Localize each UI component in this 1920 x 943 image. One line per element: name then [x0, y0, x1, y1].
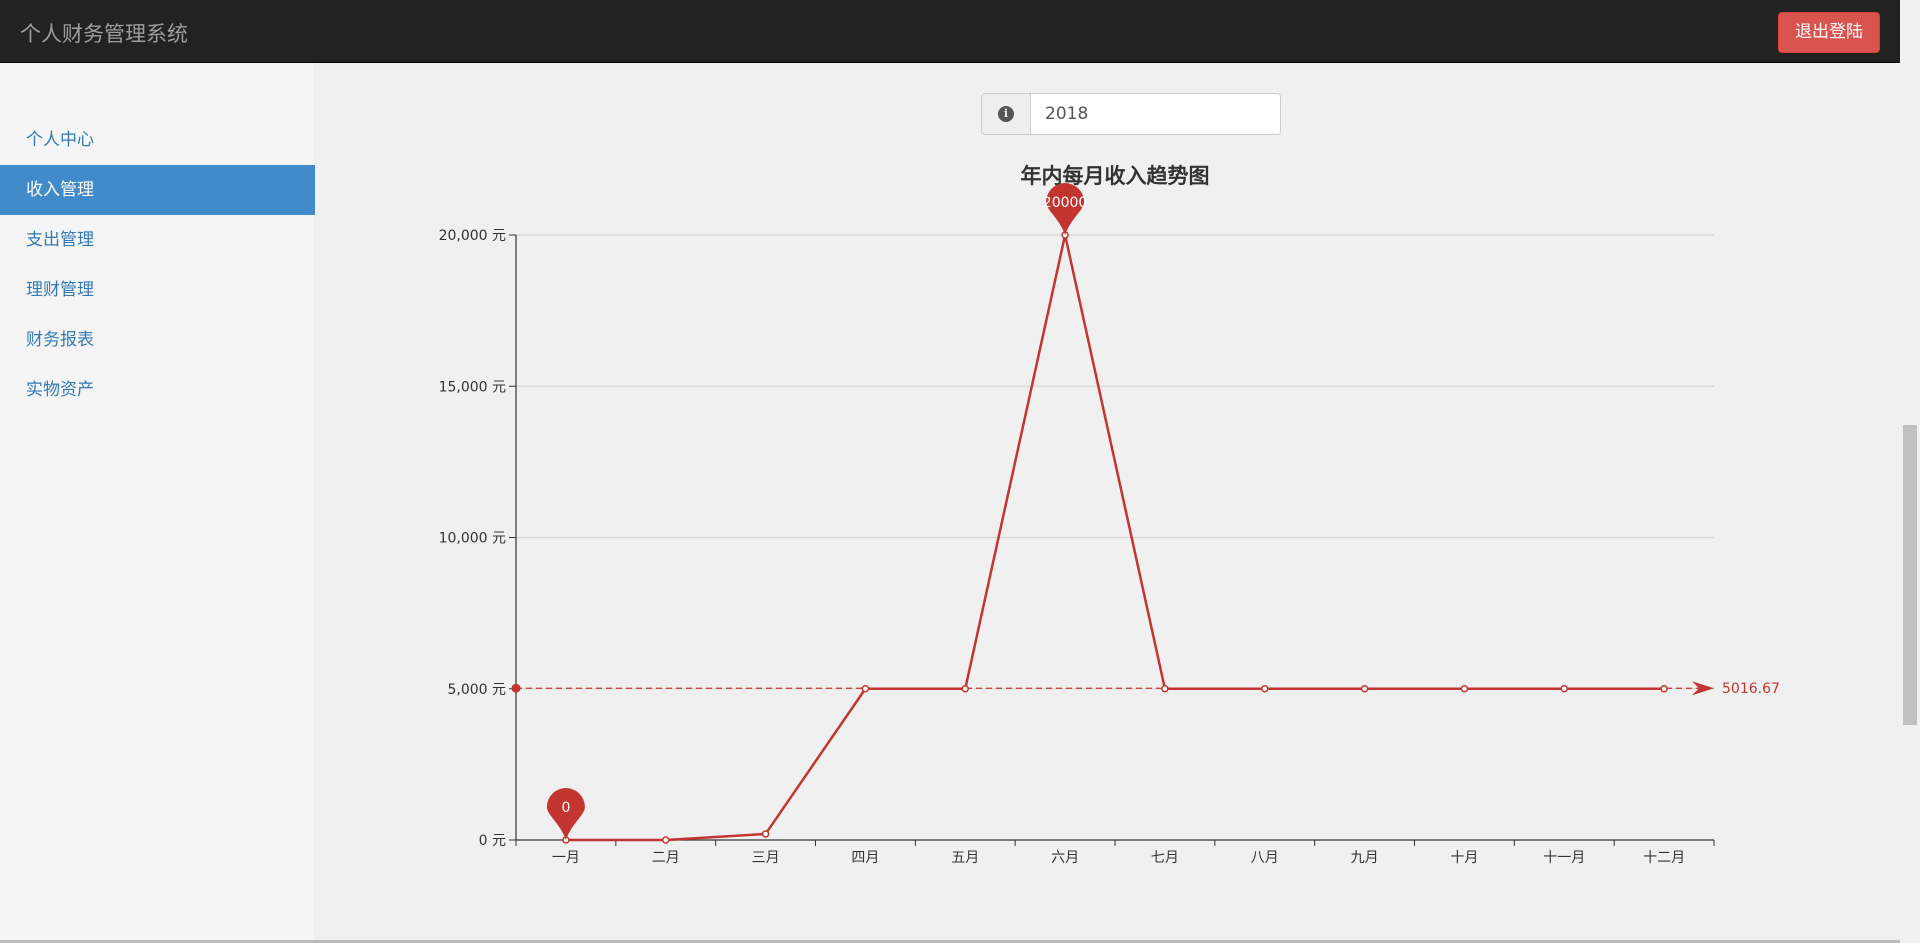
y-tick-label: 0 元 [479, 833, 506, 849]
mark-point-pin [1046, 183, 1085, 235]
y-tick-label: 15,000 元 [439, 379, 506, 395]
chart-title: 年内每月收入趋势图 [1021, 164, 1210, 188]
data-point [961, 685, 969, 693]
x-tick-label: 十一月 [1543, 850, 1585, 866]
mark-point-pin [546, 788, 585, 840]
data-point [761, 830, 770, 838]
sidebar-item-assets[interactable]: 实物资产 [26, 380, 94, 400]
data-point [1460, 685, 1469, 693]
average-mark-line-label: 5016.67 [1722, 681, 1780, 697]
data-point [861, 685, 870, 693]
data-point [1161, 685, 1169, 693]
y-tick-label: 10,000 元 [439, 531, 506, 547]
data-point [1560, 685, 1568, 693]
x-tick-label: 十月 [1450, 850, 1478, 866]
sidebar-item-reports[interactable]: 财务报表 [26, 330, 94, 350]
top-navbar: 个人财务管理系统 退出登陆 [0, 0, 1900, 63]
data-point [662, 836, 670, 844]
mark-point-label: 20000 [1043, 195, 1088, 211]
logout-button[interactable]: 退出登陆 [1778, 12, 1880, 53]
app-title[interactable]: 个人财务管理系统 [20, 22, 188, 46]
sidebar: 个人中心 收入管理 支出管理 理财管理 财务报表 实物资产 [0, 63, 315, 943]
year-filter: i [981, 93, 1281, 135]
x-tick-label: 八月 [1251, 850, 1279, 866]
sidebar-item-expense[interactable]: 支出管理 [26, 230, 94, 250]
average-mark-line-start [511, 683, 521, 693]
data-point [1261, 685, 1269, 693]
x-tick-label: 六月 [1051, 850, 1079, 866]
income-series-line [565, 233, 1665, 842]
x-tick-label: 七月 [1151, 850, 1179, 866]
x-tick-label: 五月 [951, 850, 979, 866]
y-tick-label: 20,000 元 [439, 228, 506, 244]
sidebar-item-income[interactable]: 收入管理 [0, 165, 315, 215]
x-tick-label: 四月 [851, 850, 879, 866]
scrollbar-thumb[interactable] [1903, 425, 1917, 725]
year-input[interactable] [1031, 94, 1280, 134]
sidebar-item-investment[interactable]: 理财管理 [26, 280, 94, 300]
sidebar-item-personal-center[interactable]: 个人中心 [26, 130, 94, 150]
year-filter-addon: i [982, 94, 1031, 134]
x-tick-label: 二月 [652, 850, 680, 866]
data-point [1660, 685, 1668, 693]
mark-point-label: 0 [561, 800, 570, 816]
x-tick-label: 九月 [1351, 850, 1379, 866]
x-tick-label: 一月 [552, 850, 580, 866]
x-tick-label: 十二月 [1643, 850, 1685, 866]
y-tick-label: 5,000 元 [447, 682, 506, 698]
info-icon: i [998, 106, 1014, 122]
x-tick-label: 三月 [752, 850, 780, 866]
average-mark-line-arrow [1692, 681, 1714, 696]
data-point [1360, 685, 1369, 693]
window-bottom-edge [0, 940, 1900, 943]
